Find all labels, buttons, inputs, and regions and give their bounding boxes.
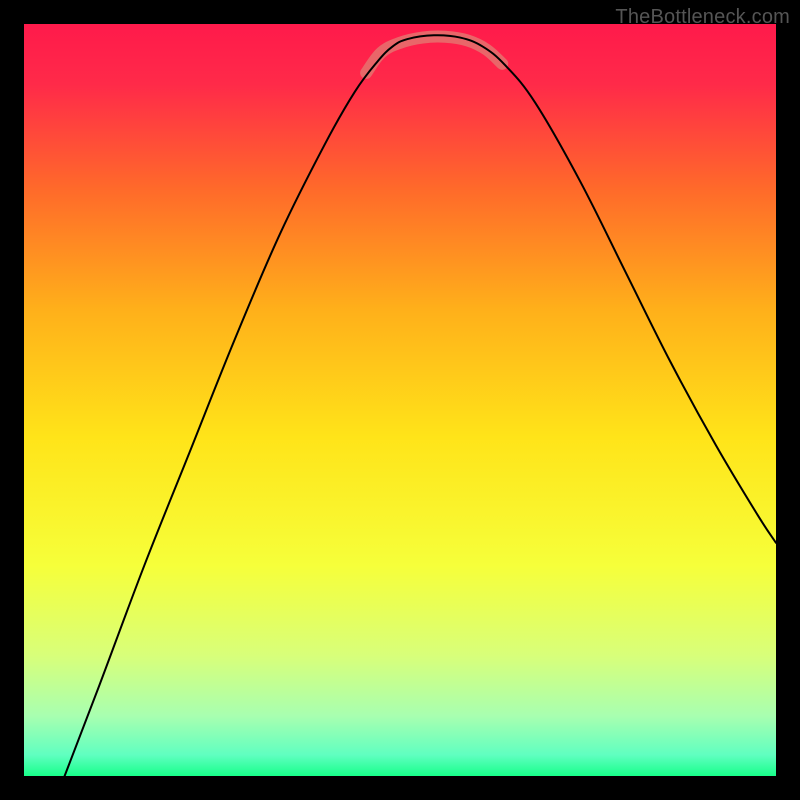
bottleneck-curve (65, 35, 776, 776)
highlight-segment (366, 36, 502, 72)
chart-plot-area (24, 24, 776, 776)
watermark-text: TheBottleneck.com (615, 6, 790, 29)
curve-layer (24, 24, 776, 776)
